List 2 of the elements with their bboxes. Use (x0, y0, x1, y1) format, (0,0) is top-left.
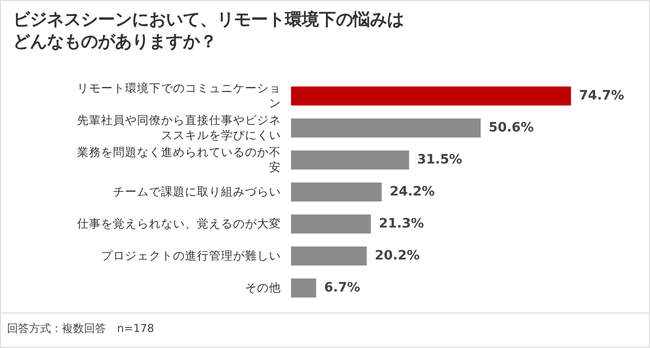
annotation: 回答方式：複数回答 n=178 (7, 321, 154, 336)
title: ビジネスシーンにおいて、リモート環境下の悩みはどんなものがありますか？ (13, 9, 405, 53)
